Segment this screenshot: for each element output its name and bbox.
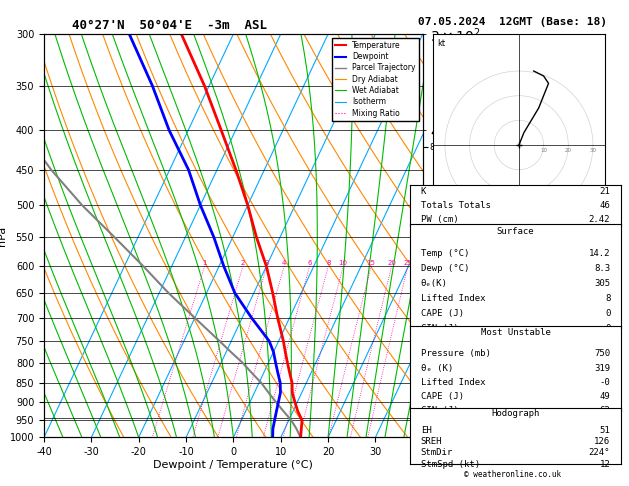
Text: CAPE (J): CAPE (J) [421, 392, 464, 401]
Text: EH: EH [421, 426, 431, 435]
Text: CAPE (J): CAPE (J) [421, 309, 464, 318]
Text: Hodograph: Hodograph [491, 409, 540, 418]
Text: 2.42: 2.42 [589, 215, 610, 224]
Text: 0: 0 [605, 309, 610, 318]
Text: 51: 51 [599, 426, 610, 435]
Text: 2: 2 [241, 260, 245, 266]
Text: © weatheronline.co.uk: © weatheronline.co.uk [464, 469, 561, 479]
Text: 46: 46 [599, 201, 610, 210]
Text: Surface: Surface [497, 226, 534, 236]
Text: 20: 20 [565, 148, 572, 154]
Text: θₑ (K): θₑ (K) [421, 364, 453, 373]
Text: 6: 6 [308, 260, 312, 266]
Text: StmSpd (kt): StmSpd (kt) [421, 460, 480, 469]
Text: K: K [421, 187, 426, 196]
Text: LCL: LCL [430, 414, 445, 423]
Y-axis label: km
ASL: km ASL [484, 228, 503, 243]
Text: 21: 21 [599, 187, 610, 196]
Text: 49: 49 [599, 392, 610, 401]
Text: Lifted Index: Lifted Index [421, 294, 485, 303]
Text: CIN (J): CIN (J) [421, 406, 459, 415]
Text: 4: 4 [282, 260, 286, 266]
Text: 12: 12 [599, 460, 610, 469]
Text: CIN (J): CIN (J) [421, 324, 459, 332]
Text: 126: 126 [594, 437, 610, 446]
Text: PW (cm): PW (cm) [421, 215, 459, 224]
Y-axis label: hPa: hPa [0, 226, 7, 246]
Text: 14.2: 14.2 [589, 249, 610, 258]
Text: 305: 305 [594, 279, 610, 288]
Text: Pressure (mb): Pressure (mb) [421, 349, 491, 359]
Text: 3: 3 [264, 260, 269, 266]
Text: 1: 1 [203, 260, 207, 266]
Text: 8: 8 [605, 294, 610, 303]
Text: StmDir: StmDir [421, 449, 453, 457]
Text: 10: 10 [338, 260, 348, 266]
Text: 62: 62 [599, 406, 610, 415]
Text: Dewp (°C): Dewp (°C) [421, 264, 469, 273]
Text: -0: -0 [599, 378, 610, 387]
Text: Most Unstable: Most Unstable [481, 328, 550, 337]
Text: 10: 10 [540, 148, 547, 154]
Text: kt: kt [438, 39, 445, 48]
Text: Temp (°C): Temp (°C) [421, 249, 469, 258]
Text: 25: 25 [403, 260, 412, 266]
Text: 224°: 224° [589, 449, 610, 457]
Text: 0: 0 [605, 324, 610, 332]
Text: Totals Totals: Totals Totals [421, 201, 491, 210]
Text: 40°27'N  50°04'E  -3m  ASL: 40°27'N 50°04'E -3m ASL [72, 19, 267, 33]
X-axis label: Dewpoint / Temperature (°C): Dewpoint / Temperature (°C) [153, 460, 313, 470]
Text: 15: 15 [367, 260, 376, 266]
Legend: Temperature, Dewpoint, Parcel Trajectory, Dry Adiabat, Wet Adiabat, Isotherm, Mi: Temperature, Dewpoint, Parcel Trajectory… [331, 38, 419, 121]
Text: 20: 20 [387, 260, 396, 266]
Text: SREH: SREH [421, 437, 442, 446]
Text: 8: 8 [326, 260, 331, 266]
Text: 30: 30 [589, 148, 596, 154]
Text: 319: 319 [594, 364, 610, 373]
Text: θₑ(K): θₑ(K) [421, 279, 447, 288]
Text: 750: 750 [594, 349, 610, 359]
Text: Lifted Index: Lifted Index [421, 378, 485, 387]
Text: Mixing Ratio (g/kg): Mixing Ratio (g/kg) [448, 196, 457, 276]
Text: 07.05.2024  12GMT (Base: 18): 07.05.2024 12GMT (Base: 18) [418, 17, 607, 27]
Text: 8.3: 8.3 [594, 264, 610, 273]
